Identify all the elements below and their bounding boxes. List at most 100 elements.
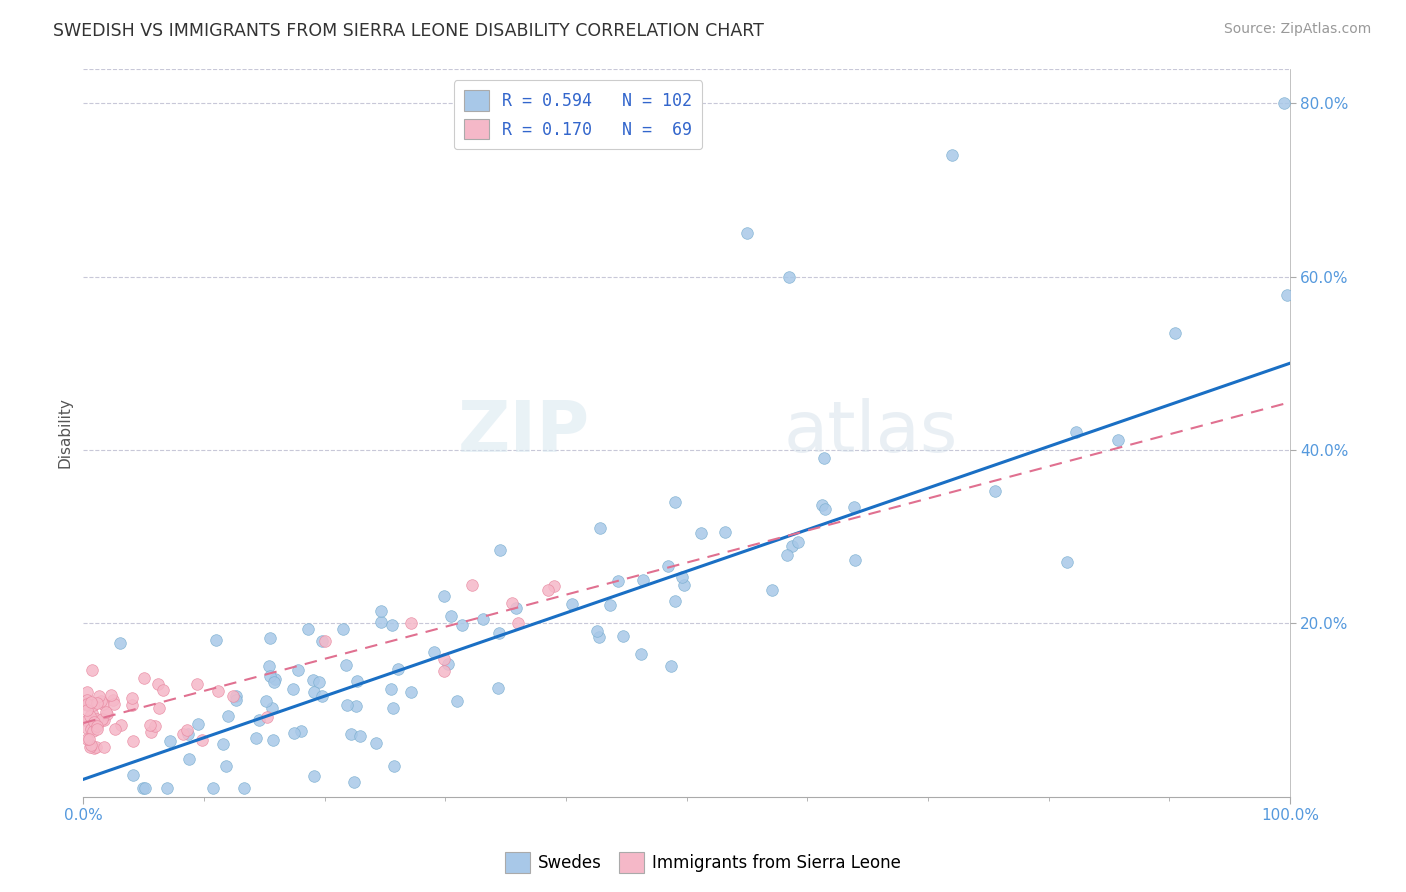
Text: atlas: atlas [783, 398, 957, 467]
Text: Source: ZipAtlas.com: Source: ZipAtlas.com [1223, 22, 1371, 37]
Point [186, 677, 208, 691]
Point [314, 634, 336, 648]
Point [134, 780, 156, 795]
Point [436, 657, 458, 671]
Point [631, 573, 654, 587]
Point [689, 525, 711, 540]
Point [399, 616, 422, 631]
Point [79, 722, 101, 736]
Point [76, 703, 98, 717]
Point [505, 601, 527, 615]
Point [401, 684, 423, 698]
Point [201, 780, 224, 795]
Point [471, 612, 494, 626]
Point [176, 723, 198, 738]
Point [671, 569, 693, 583]
Point [335, 657, 357, 672]
Point [254, 694, 277, 708]
Point [311, 634, 333, 648]
Point [537, 582, 560, 597]
Point [191, 733, 214, 747]
Point [659, 659, 682, 673]
Point [76, 693, 98, 707]
Point [782, 539, 804, 553]
Point [148, 701, 170, 715]
Point [76, 685, 98, 699]
Point [76, 696, 98, 710]
Point [132, 671, 155, 685]
Point [543, 579, 565, 593]
Point [100, 688, 122, 702]
Point [290, 724, 312, 739]
Point [1164, 326, 1187, 340]
Point [1066, 425, 1088, 440]
Point [217, 709, 239, 723]
Point [612, 629, 634, 643]
Point [349, 729, 371, 743]
Point [811, 498, 834, 512]
Point [207, 684, 229, 698]
Point [432, 652, 454, 666]
Point [152, 683, 174, 698]
Point [381, 617, 404, 632]
Point [80, 706, 103, 720]
Point [86, 719, 108, 733]
Point [488, 542, 510, 557]
Point [262, 701, 284, 715]
Point [332, 623, 354, 637]
Point [1272, 96, 1295, 111]
Point [302, 769, 325, 783]
Point [214, 759, 236, 773]
Point [80, 695, 103, 709]
Point [488, 625, 510, 640]
Point [508, 615, 530, 630]
Point [561, 597, 583, 611]
Point [76, 714, 98, 728]
Point [76, 714, 98, 728]
Point [380, 682, 402, 697]
Point [122, 768, 145, 782]
Point [96, 706, 118, 720]
Point [83, 714, 105, 729]
Point [93, 740, 115, 755]
Point [384, 759, 406, 773]
Point [366, 736, 388, 750]
Point [121, 698, 143, 712]
Point [76, 698, 98, 712]
Point [222, 690, 245, 704]
Point [103, 697, 125, 711]
Point [813, 450, 835, 465]
Point [630, 647, 652, 661]
Point [714, 524, 737, 539]
Point [387, 662, 409, 676]
Point [177, 752, 200, 766]
Point [844, 500, 866, 514]
Point [79, 709, 101, 723]
Point [76, 732, 98, 747]
Point [89, 689, 111, 703]
Point [212, 737, 235, 751]
Point [86, 696, 108, 710]
Point [77, 732, 100, 747]
Point [287, 663, 309, 677]
Point [664, 494, 686, 508]
Point [302, 673, 325, 687]
Point [589, 521, 612, 535]
Text: ZIP: ZIP [458, 398, 591, 467]
Point [761, 583, 783, 598]
Point [187, 717, 209, 731]
Point [83, 720, 105, 734]
Point [93, 713, 115, 727]
Point [225, 693, 247, 707]
Point [225, 689, 247, 703]
Point [672, 578, 695, 592]
Point [91, 712, 114, 726]
Point [82, 698, 104, 713]
Point [1275, 288, 1298, 302]
Point [446, 693, 468, 707]
Point [96, 706, 118, 721]
Point [346, 674, 368, 689]
Point [232, 780, 254, 795]
Point [79, 739, 101, 754]
Point [343, 775, 366, 789]
